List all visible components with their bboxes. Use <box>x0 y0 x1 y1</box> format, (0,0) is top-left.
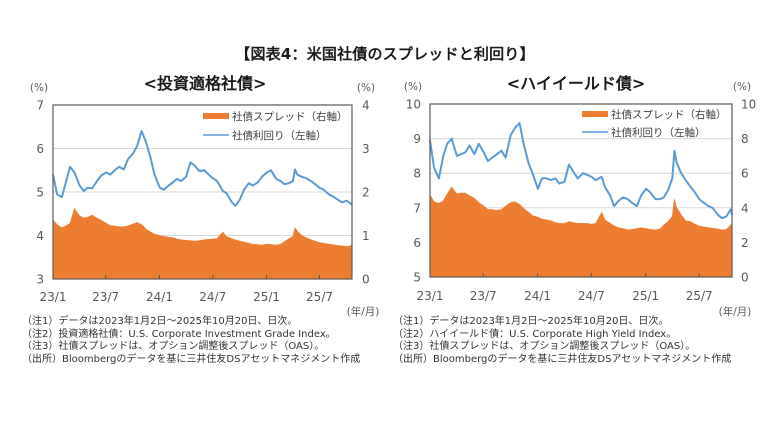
spread-area-series <box>429 186 733 278</box>
note-source: （出所）Bloombergのデータを基に三井住友DSアセットマネジメント作成 <box>22 354 361 366</box>
y-left-unit-label: (%) <box>404 81 422 93</box>
x-tick-label: 24/1 <box>524 289 551 303</box>
yield-line-series <box>429 122 733 220</box>
spread-area-series <box>52 207 353 280</box>
y-left-tick-label: 10 <box>406 98 421 112</box>
legend-swatch-spread <box>203 113 229 119</box>
x-tick-label: 25/7 <box>306 290 333 304</box>
figure-title: 【図表4：米国社債のスプレッドと利回り】 <box>235 45 535 63</box>
x-unit-label: (年/月) <box>347 305 380 318</box>
y-right-tick-label: 0 <box>362 273 370 287</box>
y-right-tick-label: 0 <box>741 271 749 285</box>
y-left-tick-label: 6 <box>413 236 421 250</box>
legend-swatch-spread <box>582 111 608 117</box>
y-right-tick-label: 1 <box>362 229 370 243</box>
y-left-unit-label: (%) <box>30 82 48 94</box>
y-right-unit-label: (%) <box>733 81 751 93</box>
y-left-tick-label: 7 <box>36 99 44 113</box>
note-2: （注2）投資適格社債：U.S. Corporate Investment Gra… <box>22 328 336 340</box>
legend: 社債スプレッド（右軸） 社債利回り（左軸） <box>582 108 727 139</box>
note-source: （出所）Bloombergのデータを基に三井住友DSアセットマネジメント作成 <box>393 354 732 366</box>
y-left-tick-label: 5 <box>413 271 421 285</box>
x-tick-label: 23/7 <box>92 290 119 304</box>
x-unit-label: (年/月) <box>719 305 752 318</box>
x-tick-label: 25/1 <box>253 290 280 304</box>
x-tick-label: 24/7 <box>199 290 226 304</box>
y-right-tick-label: 10 <box>741 98 756 112</box>
legend-label: 社債利回り（左軸） <box>232 129 327 142</box>
chart-title-investment-grade: <投資適格社債> <box>143 74 267 93</box>
y-left-tick-label: 9 <box>413 132 421 146</box>
y-right-unit-label: (%) <box>357 82 375 94</box>
y-left-tick-label: 4 <box>36 229 44 243</box>
y-right-tick-label: 4 <box>741 201 749 215</box>
chart-hy: 23/1 23/7 24/1 24/7 25/1 25/7 5 6 7 8 9 10 0 2 4 6 8 10 (%… <box>404 81 756 318</box>
y-right-tick-label: 4 <box>362 99 370 113</box>
legend-label: 社債スプレッド（右軸） <box>611 108 727 121</box>
y-right-tick-label: 2 <box>741 236 749 250</box>
plot-frame <box>52 104 353 280</box>
notes-investment-grade: （注1）データは2023年1月2日～2025年10月20日、日次。 （注2）投資… <box>22 316 360 367</box>
x-tick-label: 23/1 <box>40 290 67 304</box>
note-1: （注1）データは2023年1月2日～2025年10月20日、日次。 <box>393 316 669 327</box>
note-3: （注3）社債スプレッドは、オプション調整後スプレッド（OAS）。 <box>393 341 696 353</box>
x-tick-label: 23/7 <box>470 289 497 303</box>
x-tick-label: 23/1 <box>417 289 444 303</box>
y-right-tick-label: 8 <box>741 132 749 146</box>
yield-line-series <box>52 130 353 207</box>
note-3: （注3）社債スプレッドは、オプション調整後スプレッド（OAS）。 <box>22 341 325 353</box>
x-tick-label: 25/7 <box>686 289 713 303</box>
y-left-tick-label: 5 <box>36 186 44 200</box>
y-right-tick-label: 2 <box>362 186 370 200</box>
chart-title-high-yield: <ハイイールド債> <box>506 74 646 93</box>
y-left-tick-label: 7 <box>413 201 421 215</box>
legend-label: 社債スプレッド（右軸） <box>232 110 348 123</box>
x-tick-label: 24/7 <box>578 289 605 303</box>
note-1: （注1）データは2023年1月2日～2025年10月20日、日次。 <box>22 316 298 327</box>
x-tick-label: 25/1 <box>632 289 659 303</box>
y-left-tick-label: 6 <box>36 142 44 156</box>
legend-label: 社債利回り（左軸） <box>611 126 706 139</box>
plot-frame <box>429 103 733 278</box>
y-right-tick-label: 3 <box>362 142 370 156</box>
chart-ig: 23/1 23/7 24/1 24/7 25/1 25/7 3 4 5 6 7 0 1 2 3 4 (%) (%)… <box>30 82 379 318</box>
y-right-tick-label: 6 <box>741 167 749 181</box>
y-left-tick-label: 3 <box>36 273 44 287</box>
y-left-tick-label: 8 <box>413 167 421 181</box>
x-tick-label: 24/1 <box>146 290 173 304</box>
legend: 社債スプレッド（右軸） 社債利回り（左軸） <box>203 110 348 142</box>
note-2: （注2）ハイイールド債：U.S. Corporate High Yield In… <box>393 328 677 340</box>
notes-high-yield: （注1）データは2023年1月2日～2025年10月20日、日次。 （注2）ハイ… <box>393 316 731 367</box>
